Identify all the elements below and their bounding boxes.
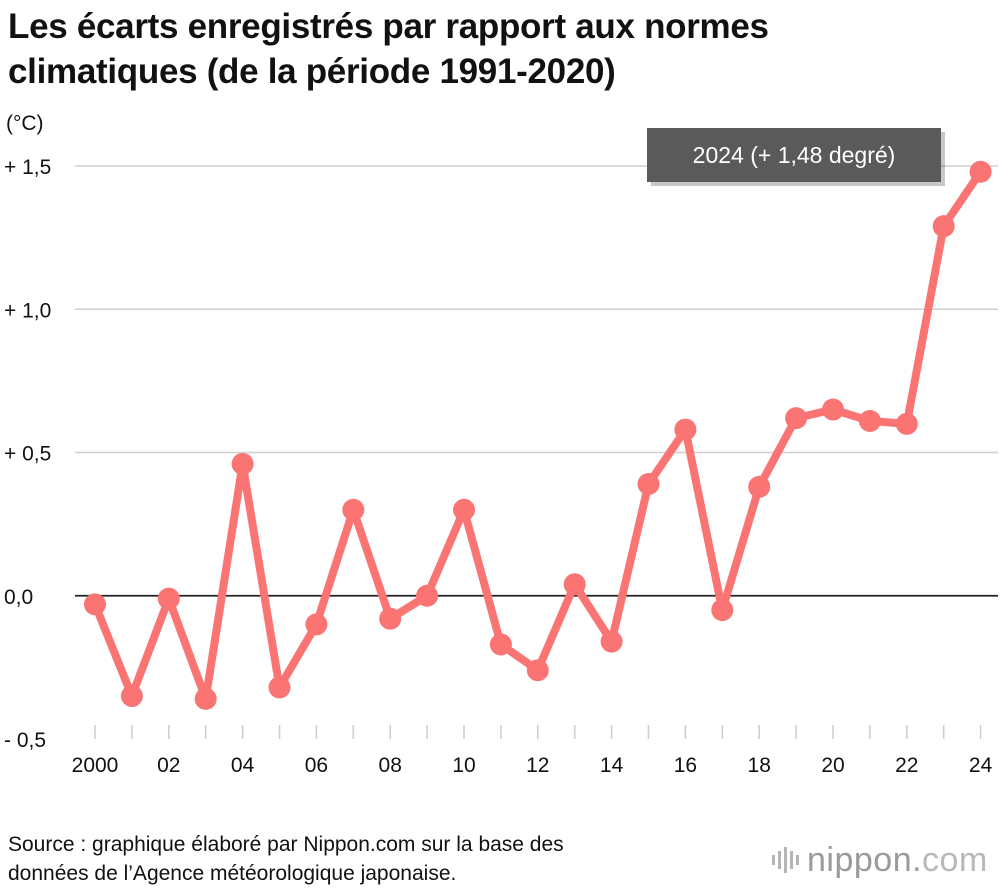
data-point (416, 584, 439, 607)
x-axis-ticks (94, 725, 982, 739)
source-line-1: Source : graphique élaboré par Nippon.co… (8, 833, 564, 856)
line-chart: + 1,5 + 1,0 + 0,5 0,0 - 0,5 2000 02 04 06 08 10 12… (4, 128, 998, 777)
data-point (231, 452, 254, 475)
chart-title-line-1: Les écarts enregistrés par rapport aux n… (8, 7, 769, 46)
data-point (84, 593, 106, 616)
data-point (563, 573, 586, 596)
x-axis-tick-labels: 2000 02 04 06 08 10 12 14 16 18 20 22 24 (72, 754, 993, 777)
x-tick-label: 18 (748, 754, 771, 777)
data-point (453, 498, 475, 521)
x-tick-label: 24 (969, 754, 993, 777)
x-tick-label: 12 (526, 754, 549, 777)
x-tick-label: 08 (379, 754, 402, 777)
x-tick-label: 16 (674, 754, 697, 777)
annotation-box (647, 128, 941, 182)
data-point (674, 418, 697, 441)
y-tick-label: + 1,5 (4, 156, 51, 179)
data-point (785, 407, 808, 430)
data-point (969, 160, 992, 183)
x-tick-label: 20 (821, 754, 844, 777)
grid-lines (75, 165, 998, 597)
data-point (489, 633, 512, 656)
data-point (194, 687, 217, 710)
data-point (600, 630, 623, 653)
logo-text-main: nippon. (807, 841, 923, 879)
data-point (895, 412, 918, 435)
data-point (858, 409, 881, 432)
data-point (120, 685, 143, 708)
y-tick-label: 0,0 (4, 586, 33, 609)
data-points (84, 160, 992, 710)
data-point (268, 676, 291, 699)
data-point (822, 398, 844, 421)
data-point (379, 607, 402, 630)
x-tick-label: 2000 (72, 754, 119, 777)
data-point (342, 498, 365, 521)
data-point (932, 215, 955, 238)
y-axis-tick-labels: + 1,5 + 1,0 + 0,5 0,0 - 0,5 (4, 156, 51, 752)
annotation: 2024 (+ 1,48 degré) (647, 128, 945, 186)
annotation-label: 2024 (+ 1,48 degré) (693, 142, 896, 168)
series-line (91, 167, 985, 703)
source-line-2: données de l’Agence météorologique japon… (8, 862, 457, 885)
y-axis-unit-label: (°C) (6, 112, 44, 135)
y-tick-label: - 0,5 (4, 729, 46, 752)
data-point (711, 599, 734, 622)
x-tick-label: 06 (305, 754, 328, 777)
logo-text-suffix: com (922, 841, 988, 879)
data-point (157, 587, 180, 610)
logo-bars-icon (772, 847, 799, 873)
chart-title: Les écarts enregistrés par rapport aux n… (8, 4, 988, 94)
nippon-logo: nippon.com (772, 843, 988, 877)
y-tick-label: + 1,0 (4, 299, 51, 322)
x-tick-label: 04 (231, 754, 255, 777)
x-tick-label: 14 (600, 754, 624, 777)
data-point (526, 659, 549, 682)
x-tick-label: 02 (157, 754, 180, 777)
x-tick-label: 22 (895, 754, 918, 777)
y-tick-label: + 0,5 (4, 443, 51, 466)
chart-title-line-2: climatiques (de la période 1991-2020) (8, 52, 616, 91)
x-tick-label: 10 (452, 754, 475, 777)
data-point (305, 613, 328, 636)
source-note: Source : graphique élaboré par Nippon.co… (8, 830, 708, 888)
data-point (748, 475, 771, 498)
data-point (637, 473, 660, 496)
